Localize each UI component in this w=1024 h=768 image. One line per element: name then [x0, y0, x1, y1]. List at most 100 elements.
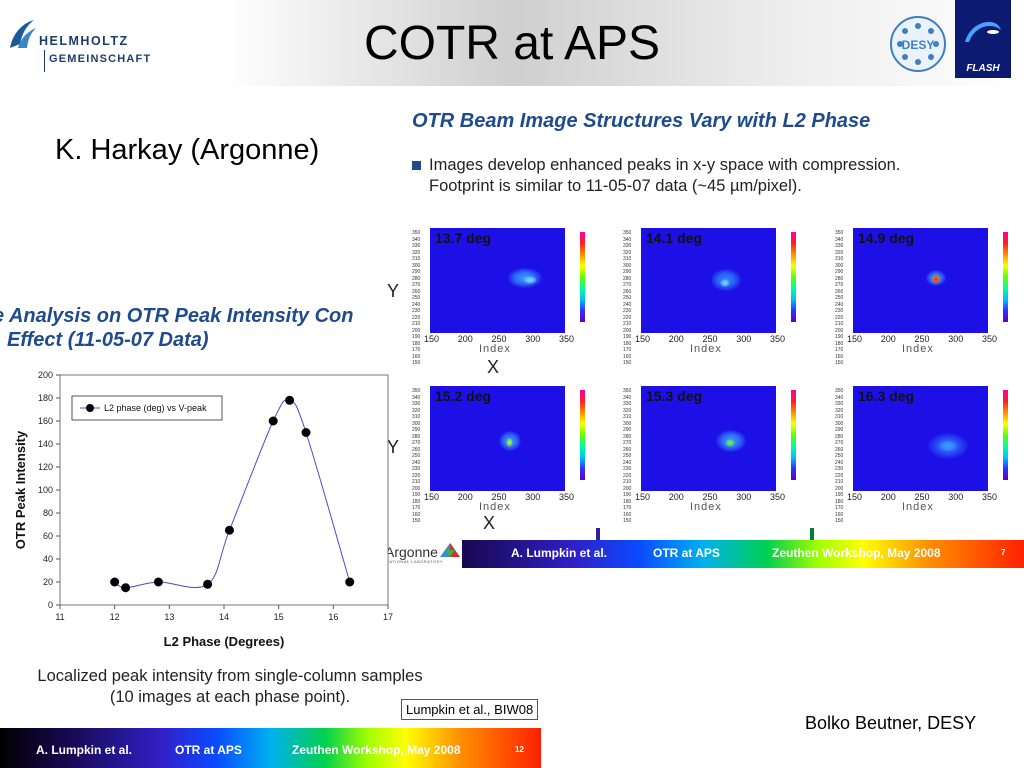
- beam-spot: [523, 276, 537, 284]
- panel-phase-label: 14.9 deg: [858, 230, 915, 246]
- beam-spot: [938, 440, 958, 452]
- beam-spot: [720, 279, 730, 287]
- flash-swirl-icon: [965, 21, 1001, 42]
- data-point: [268, 416, 278, 426]
- left-title-line-1: e Analysis on OTR Peak Intensity Con: [0, 305, 354, 327]
- panel-x-ticks: 150 200 250 300 350: [847, 492, 997, 502]
- panel-x-ticks: 150 200 250 300 350: [635, 334, 785, 344]
- panel-x-tick: 350: [769, 334, 785, 344]
- panel-x-tick: 250: [491, 334, 507, 344]
- presenter-name: K. Harkay (Argonne): [55, 134, 320, 166]
- data-point: [153, 577, 163, 587]
- reference-box: Lumpkin et al., BIW08: [401, 699, 539, 720]
- y-tick-label: 180: [38, 393, 53, 403]
- y-tick-label: 200: [38, 370, 53, 380]
- otr-beam-image: 14.1 deg: [641, 228, 776, 333]
- y-axis-letter-top: Y: [387, 281, 400, 301]
- left-footer-event: Zeuthen Workshop, May 2008: [292, 743, 461, 757]
- flash-logo: FLASH: [955, 0, 1011, 78]
- helmholtz-name: HELMHOLTZ: [39, 34, 129, 48]
- panel-colorbar: [1003, 232, 1008, 322]
- panel-x-tick: 200: [668, 492, 684, 502]
- panel-x-label: Index: [479, 343, 511, 355]
- bullet-line-1: Images develop enhanced peaks in x-y spa…: [429, 156, 901, 174]
- argonne-logo: Argonne NATIONAL LABORATORY: [382, 540, 462, 568]
- panel-x-ticks: 150 200 250 300 350: [635, 492, 785, 502]
- panel-x-ticks: 150 200 250 300 350: [424, 334, 574, 344]
- panel-x-label: Index: [902, 343, 934, 355]
- otr-panel: 350 340 330 320 310 300 290 280 270 260 …: [608, 220, 808, 366]
- caption-line-2: (10 images at each phase point).: [109, 688, 351, 706]
- helmholtz-logo: HELMHOLTZ GEMEINSCHAFT: [8, 16, 178, 76]
- footer-tick-right: [810, 528, 814, 540]
- panel-x-tick: 300: [948, 334, 964, 344]
- panel-x-tick: 150: [424, 334, 440, 344]
- legend-label: L2 phase (deg) vs V-peak: [104, 403, 207, 413]
- panel-y-ticks: 350 340 330 320 310 300 290 280 270 260 …: [623, 230, 632, 366]
- right-footer-author: A. Lumpkin et al.: [511, 546, 608, 560]
- data-point: [345, 577, 355, 587]
- desy-logo-text: DESY: [902, 38, 935, 52]
- panel-x-tick: 200: [880, 492, 896, 502]
- desy-emblem-icon: DESY: [890, 16, 946, 72]
- right-footer-title: OTR at APS: [653, 546, 720, 560]
- panel-colorbar: [791, 390, 796, 480]
- panel-x-tick: 200: [880, 334, 896, 344]
- helmholtz-wing-icon: [10, 20, 36, 48]
- data-point: [224, 525, 234, 535]
- panel-x-ticks: 150 200 250 300 350: [424, 492, 574, 502]
- panel-y-ticks: 350 340 330 320 310 300 290 280 270 260 …: [835, 388, 844, 524]
- argonne-logo-sub: NATIONAL LABORATORY: [386, 559, 444, 564]
- panel-x-tick: 250: [914, 334, 930, 344]
- panel-y-ticks: 350 340 330 320 310 300 290 280 270 260 …: [835, 230, 844, 366]
- bullet-text: Images develop enhanced peaks in x-y spa…: [429, 155, 900, 197]
- panel-x-tick: 300: [948, 492, 964, 502]
- left-footer-bar: A. Lumpkin et al. OTR at APS Zeuthen Wor…: [0, 728, 541, 768]
- y-tick-label: 120: [38, 462, 53, 472]
- chart-legend: L2 phase (deg) vs V-peak: [71, 395, 223, 421]
- panel-x-tick: 250: [702, 334, 718, 344]
- panel-x-label: Index: [479, 501, 511, 513]
- panel-x-label: Index: [690, 501, 722, 513]
- bullet-line-2: Footprint is similar to 11-05-07 data (~…: [429, 177, 802, 195]
- panel-x-tick: 200: [457, 492, 473, 502]
- otr-panel: 350 340 330 320 310 300 290 280 270 260 …: [820, 378, 1020, 524]
- data-point: [285, 395, 295, 405]
- legend-marker: [86, 404, 94, 412]
- x-tick-label: 12: [110, 612, 120, 622]
- panel-x-tick: 350: [769, 492, 785, 502]
- panel-x-tick: 250: [914, 492, 930, 502]
- otr-beam-image: 14.9 deg: [853, 228, 988, 333]
- otr-panel: 350 340 330 320 310 300 290 280 270 260 …: [608, 378, 808, 524]
- y-tick-label: 40: [43, 554, 53, 564]
- panel-x-tick: 350: [558, 334, 574, 344]
- left-footer-title: OTR at APS: [175, 743, 242, 757]
- x-tick-label: 17: [383, 612, 393, 622]
- panel-y-ticks: 350 340 330 320 310 300 290 280 270 260 …: [412, 388, 421, 524]
- panel-colorbar: [791, 232, 796, 322]
- panel-x-tick: 150: [635, 334, 651, 344]
- left-footer-page: 12: [515, 745, 524, 754]
- panel-x-tick: 350: [558, 492, 574, 502]
- x-tick-label: 11: [55, 612, 64, 622]
- helmholtz-divider: [44, 50, 45, 72]
- desy-logo: DESY: [888, 14, 948, 74]
- panel-x-ticks: 150 200 250 300 350: [847, 334, 997, 344]
- x-tick-label: 14: [219, 612, 229, 622]
- panel-phase-label: 16.3 deg: [858, 388, 915, 404]
- panel-x-tick: 250: [702, 492, 718, 502]
- panel-x-tick: 300: [736, 492, 752, 502]
- panel-phase-label: 13.7 deg: [435, 230, 492, 246]
- otr-beam-image: 13.7 deg: [430, 228, 565, 333]
- panel-x-tick: 350: [981, 334, 997, 344]
- y-tick-label: 100: [38, 485, 53, 495]
- x-axis-letter-top: X: [487, 357, 500, 377]
- x-axis-title: L2 Phase (Degrees): [164, 634, 285, 649]
- beam-spot: [505, 437, 513, 447]
- y-axis-letter-bottom: Y: [387, 437, 400, 457]
- otr-beam-image: 15.3 deg: [641, 386, 776, 491]
- beam-spot: [725, 439, 735, 447]
- y-tick-label: 140: [38, 439, 53, 449]
- panel-x-tick: 300: [525, 334, 541, 344]
- data-point: [121, 583, 131, 593]
